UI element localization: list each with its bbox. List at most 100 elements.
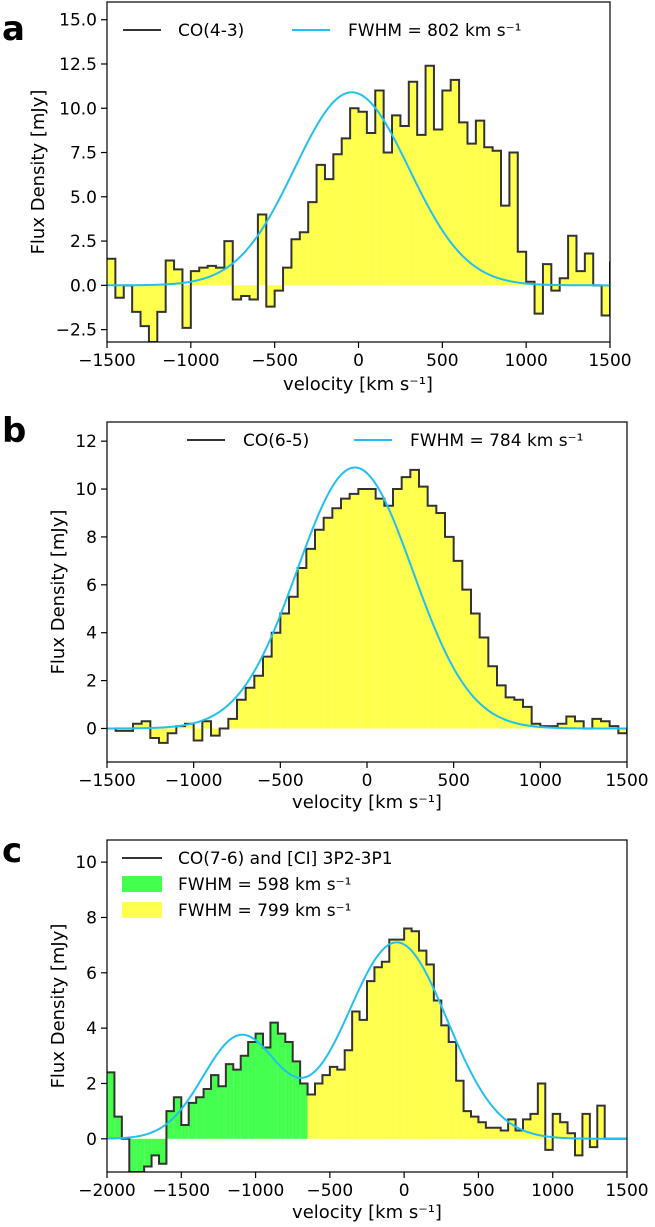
hist-bin-fill <box>618 728 627 734</box>
hist-bin-fill <box>479 637 489 729</box>
legend-label-fit-b: FWHM = 784 km s⁻¹ <box>410 431 583 451</box>
hist-bin-fill <box>400 125 409 286</box>
panel-a-legend: CO(4-3) FWHM = 802 km s⁻¹ <box>123 21 521 41</box>
hist-bin-fill <box>453 560 463 729</box>
hist-bin-fill <box>255 1033 263 1139</box>
y-tick-label: 0 <box>86 719 97 739</box>
hist-bin-fill <box>582 1113 590 1139</box>
hist-bin-fill <box>589 1138 598 1148</box>
hist-bin-fill <box>249 285 258 300</box>
hist-bin-fill <box>436 512 445 729</box>
y-tick-label: 2 <box>86 672 97 692</box>
y-tick-label: 8 <box>86 528 97 548</box>
x-tick-label: 1000 <box>519 771 562 791</box>
hist-bin-fill <box>185 723 194 729</box>
hist-bin-fill <box>383 152 393 286</box>
hist-bin-fill <box>297 568 307 729</box>
x-tick-label: 1000 <box>531 1181 574 1201</box>
y-tick-label: 4 <box>86 1019 97 1039</box>
hist-bin-fill <box>393 489 402 729</box>
hist-bin-fill <box>144 1138 152 1167</box>
hist-bin-fill <box>601 285 610 316</box>
hist-bin-fill <box>542 264 552 286</box>
hist-bin-fill <box>442 90 451 286</box>
hist-bin-fill <box>426 964 434 1139</box>
plot-area <box>107 927 627 1172</box>
hist-bin-fill <box>190 271 200 286</box>
hist-bin-fill <box>500 1130 509 1139</box>
hist-bin-fill <box>344 1050 353 1139</box>
hist-bin-fill <box>576 271 585 286</box>
hist-bin-fill <box>515 1130 523 1139</box>
hist-bin-fill <box>307 1094 315 1139</box>
hist-bin-fill <box>551 285 560 291</box>
hist-bin-fill <box>492 150 502 286</box>
hist-bin-fill <box>166 1111 174 1139</box>
hist-bin-fill <box>505 697 515 729</box>
hist-bin-fill <box>471 613 480 729</box>
hist-bin-fill <box>107 258 116 286</box>
hist-bin-fill <box>441 1025 449 1139</box>
hist-bin-fill <box>485 1127 494 1139</box>
x-tick-label: −1000 <box>162 351 220 371</box>
hist-bin-fill <box>396 939 405 1139</box>
x-tick-label: −1000 <box>165 771 223 791</box>
hist-bin-fill <box>271 632 281 729</box>
y-tick-label: 10 <box>75 853 97 873</box>
hist-bin-fill <box>401 477 411 729</box>
hist-bin-fill <box>308 202 317 286</box>
hist-bin-fill <box>462 589 471 729</box>
axis-ticks: −2000 −1500 −1000 −500 0 500 1000 1500 0 2 4 6 8 10 <box>75 853 648 1201</box>
hist-bin-fill <box>337 1069 345 1139</box>
hist-bin-fill <box>534 285 543 314</box>
hist-bin-fill <box>517 251 527 286</box>
hist-bin-fill <box>358 489 367 729</box>
hist-bin-fill <box>300 1083 308 1139</box>
panel-c-legend: CO(7-6) and [CI] 3P2-3P1 FWHM = 598 km s… <box>122 849 393 921</box>
hist-bin-fill <box>467 143 476 286</box>
y-tick-label: 0.0 <box>70 276 97 296</box>
hist-bin-fill <box>257 214 267 286</box>
hist-bin-fill <box>233 1069 241 1139</box>
panel-b: b −1500 −1000 −500 0 500 1000 1500 0 2 4 6 8 10 12 ve… <box>2 411 649 813</box>
panel-label-a: a <box>2 9 25 49</box>
hist-bin-fill <box>552 1113 561 1139</box>
hist-bin-fill <box>568 235 577 286</box>
hist-bin-fill <box>174 269 183 286</box>
hist-bin-fill <box>411 931 419 1139</box>
hist-bin-fill <box>609 726 619 729</box>
spectrum-step-line <box>107 927 627 1172</box>
x-tick-label: −1000 <box>227 1181 285 1201</box>
y-tick-label: 4 <box>86 624 97 644</box>
hist-bin-fill <box>389 939 397 1139</box>
hist-bin-fill <box>332 508 341 729</box>
hist-bin-fill <box>375 498 385 729</box>
x-tick-label: −2000 <box>78 1181 136 1201</box>
hist-bin-fill <box>237 699 246 729</box>
y-tick-label: 6 <box>86 964 97 984</box>
panel-label-b: b <box>2 411 26 451</box>
hist-bin-fill <box>366 133 376 286</box>
hist-bin-fill <box>367 489 376 729</box>
hist-bin-fill <box>203 1089 211 1139</box>
panel-label-c: c <box>2 831 22 871</box>
hist-bin-fill <box>375 90 384 286</box>
hist-bin-fill <box>211 1075 219 1139</box>
hist-bin-fill <box>232 285 242 300</box>
hist-bin-fill <box>545 1138 553 1150</box>
hist-bin-fill <box>333 154 342 286</box>
x-tick-label: 500 <box>462 1181 494 1201</box>
hist-bin-fill <box>199 267 208 286</box>
hist-bin-fill <box>419 950 427 1139</box>
panel-a-content: −1500 −1000 −500 0 500 1000 1500 −2.5 0.0 2.5 5.0 7… <box>56 11 632 371</box>
hist-bin-fill <box>157 285 166 312</box>
hist-bin-fill <box>463 1111 471 1139</box>
x-tick-label: 500 <box>426 351 458 371</box>
x-tick-label: 500 <box>437 771 469 791</box>
hist-bin-fill <box>124 728 133 731</box>
x-tick-label: 1500 <box>588 351 631 371</box>
hist-bin-fill <box>248 1041 256 1139</box>
hist-bin-fill <box>133 723 142 729</box>
hist-bin-fill <box>141 721 151 729</box>
hist-bin-fill <box>306 548 315 729</box>
